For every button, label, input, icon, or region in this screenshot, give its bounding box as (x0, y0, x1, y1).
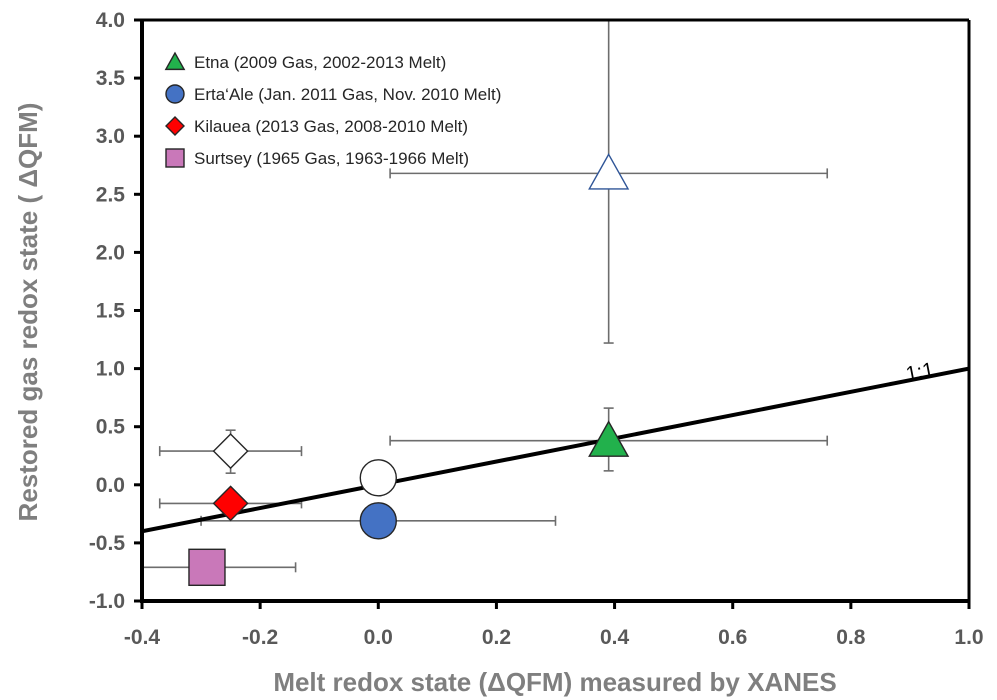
y-tick-label: -0.5 (89, 532, 126, 555)
x-tick-label: 0.4 (600, 626, 630, 649)
y-tick-label: 0.5 (96, 416, 126, 439)
y-tick-label: 3.0 (96, 125, 125, 148)
x-tick-label: -0.2 (242, 626, 278, 649)
legend-label: Etna (2009 Gas, 2002-2013 Melt) (194, 53, 446, 72)
reference-line-group (142, 366, 969, 534)
x-tick-label: 1.0 (954, 626, 983, 649)
reference-line-label: 1:1 (904, 359, 935, 386)
legend-marker-diamond (165, 116, 185, 136)
x-tick-label: 0.8 (836, 626, 866, 649)
reference-line-1to1 (142, 366, 969, 534)
legend-entry: Kilauea (2013 Gas, 2008-2010 Melt) (165, 116, 468, 136)
legend-marker-square (165, 148, 185, 168)
y-tick-label: 3.5 (96, 67, 126, 90)
legend-entry: Erta‘Ale (Jan. 2011 Gas, Nov. 2010 Melt) (165, 84, 501, 104)
legend: Etna (2009 Gas, 2002-2013 Melt) Erta‘Ale … (164, 51, 501, 168)
open-point-diamond-2-1 (212, 433, 249, 470)
y-tick-label: 4.0 (96, 9, 125, 32)
legend-entry: Surtsey (1965 Gas, 1963-1966 Melt) (165, 148, 469, 168)
x-tick-label: 0.0 (364, 626, 393, 649)
point-triangle-0-0 (588, 420, 630, 457)
point-circle-1-0 (359, 502, 397, 540)
x-tick-label: 0.2 (482, 626, 511, 649)
y-tick-label: 1.0 (96, 358, 125, 381)
x-tick-label: 0.6 (718, 626, 747, 649)
legend-label: Surtsey (1965 Gas, 1963-1966 Melt) (194, 149, 469, 168)
data-markers (188, 152, 630, 587)
point-square-3-0 (188, 548, 226, 587)
y-tick-label: 2.0 (96, 241, 125, 264)
legend-label: Erta‘Ale (Jan. 2011 Gas, Nov. 2010 Melt) (194, 85, 501, 104)
legend-marker-triangle (164, 51, 186, 71)
y-tick-label: 0.0 (96, 474, 125, 497)
x-tick-label: -0.4 (124, 626, 161, 649)
point-diamond-2-0 (212, 485, 249, 522)
legend-entry: Etna (2009 Gas, 2002-2013 Melt) (164, 51, 446, 72)
y-tick-label: 2.5 (96, 183, 126, 206)
x-axis-title: Melt redox state (ΔQFM) measured by XANE… (273, 667, 836, 697)
open-point-circle-1-1 (359, 459, 397, 497)
legend-marker-circle (165, 84, 185, 104)
open-point-triangle-0-1 (588, 152, 630, 190)
tick-labels: -0.4 -0.2 0.0 0.2 0.4 0.6 0.8 1.0 -1.0 -0.5 0.0 0.5… (89, 9, 984, 649)
axes (134, 18, 971, 609)
y-tick-label: -1.0 (89, 590, 125, 613)
y-tick-label: 1.5 (96, 300, 126, 323)
y-axis-title: Restored gas redox state ( ΔQFM) (13, 103, 43, 522)
legend-label: Kilauea (2013 Gas, 2008-2010 Melt) (194, 117, 468, 136)
